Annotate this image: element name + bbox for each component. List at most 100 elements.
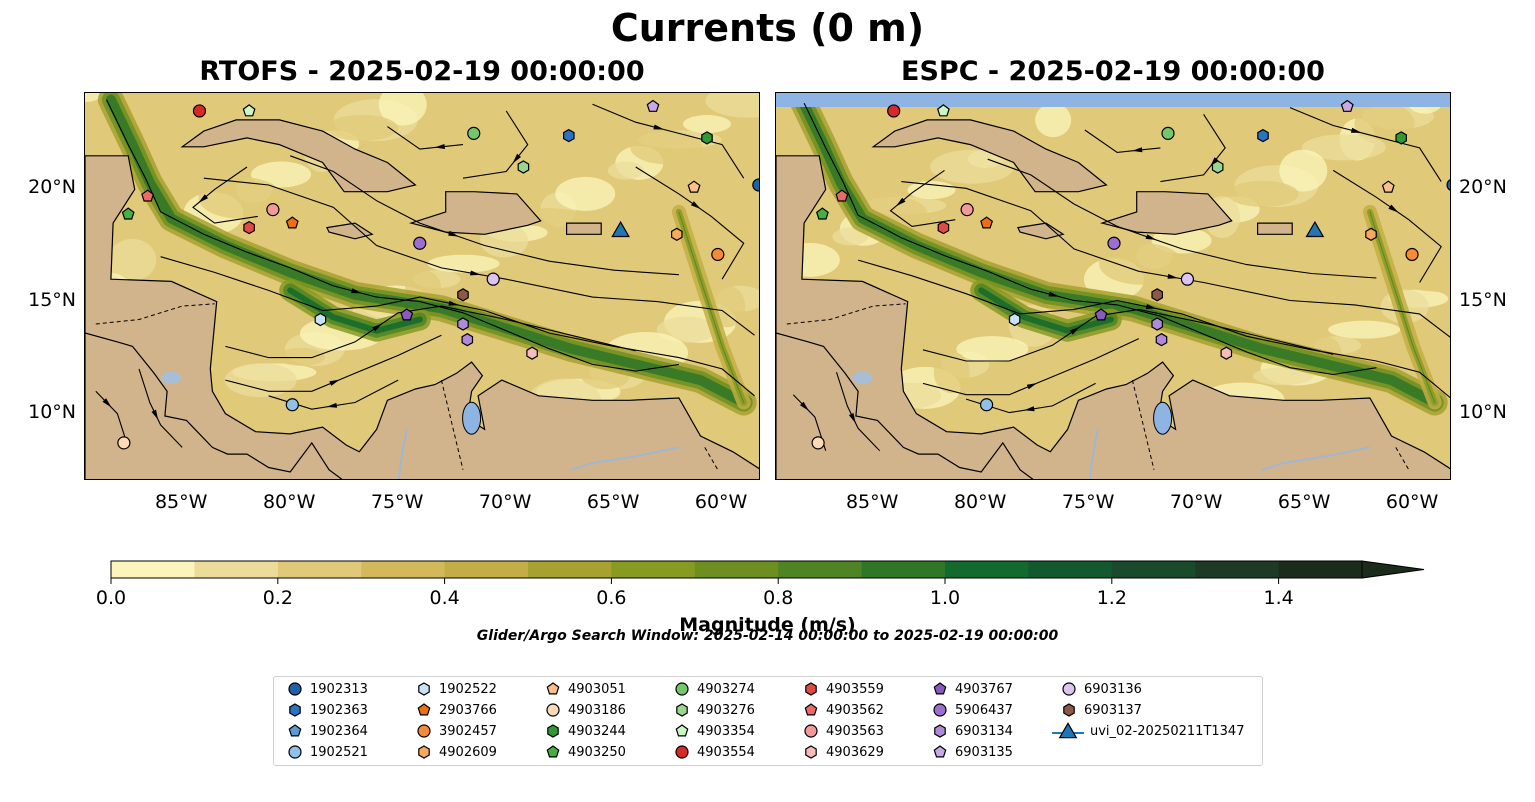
float-marker[interactable] xyxy=(517,160,530,174)
float-marker[interactable] xyxy=(711,247,725,262)
float-marker[interactable] xyxy=(1365,227,1377,241)
float-marker[interactable] xyxy=(1161,126,1175,140)
float-marker[interactable] xyxy=(670,227,683,241)
float-marker[interactable] xyxy=(285,398,299,412)
lon-tick-label: 65°W xyxy=(1277,491,1331,513)
float-marker[interactable] xyxy=(937,220,950,235)
float-marker[interactable] xyxy=(192,104,207,118)
legend-item: 4903051 xyxy=(544,679,626,699)
lon-tick-label: 65°W xyxy=(586,491,640,513)
map-canvas xyxy=(776,93,1451,479)
float-marker[interactable] xyxy=(1107,236,1121,250)
float-marker[interactable] xyxy=(1220,346,1233,360)
float-marker[interactable] xyxy=(314,312,327,327)
float-marker[interactable] xyxy=(1340,99,1354,112)
float-marker[interactable] xyxy=(1151,288,1163,302)
lon-tick-label: 75°W xyxy=(370,491,424,513)
float-marker[interactable] xyxy=(117,436,131,450)
float-marker[interactable] xyxy=(486,272,500,286)
lon-tick-label: 80°W xyxy=(953,491,1007,513)
pentagon-marker-icon xyxy=(933,682,947,695)
map-panel-rtofs[interactable] xyxy=(84,92,760,480)
float-marker[interactable] xyxy=(1446,179,1451,191)
lon-tick-label: 70°W xyxy=(1169,491,1223,513)
float-marker[interactable] xyxy=(266,203,280,217)
legend-item-label: 4903562 xyxy=(826,702,884,718)
float-marker[interactable] xyxy=(811,436,825,450)
float-marker[interactable] xyxy=(285,216,299,229)
lat-tick-label: 20°N xyxy=(28,176,76,199)
float-marker[interactable] xyxy=(646,99,660,112)
legend-item: 4903354 xyxy=(673,721,755,741)
float-marker[interactable] xyxy=(1094,308,1108,321)
float-marker[interactable] xyxy=(563,128,575,143)
float-marker[interactable] xyxy=(752,178,760,192)
glider-marker[interactable] xyxy=(611,220,630,238)
pentagon-marker-icon xyxy=(417,703,431,716)
colorbar-segment xyxy=(1111,561,1196,578)
hexagon-marker-icon xyxy=(418,745,430,759)
lat-tick-label: 10°N xyxy=(28,400,76,423)
float-marker[interactable] xyxy=(980,216,994,229)
float-marker[interactable] xyxy=(701,131,713,145)
float-marker[interactable] xyxy=(413,236,427,250)
circle-marker-icon xyxy=(288,682,302,696)
float-marker[interactable] xyxy=(121,207,135,220)
hexagon-marker-icon xyxy=(418,682,430,696)
circle-marker-icon xyxy=(675,745,689,759)
float-marker[interactable] xyxy=(243,220,255,235)
colorbar-tick-label: 0.2 xyxy=(262,587,293,609)
legend-item-label: 6903134 xyxy=(955,723,1013,739)
float-marker[interactable] xyxy=(1008,312,1021,327)
legend-item: 6903136 xyxy=(1060,679,1142,699)
float-marker[interactable] xyxy=(1155,333,1168,347)
float-marker[interactable] xyxy=(815,207,829,220)
glider-marker[interactable] xyxy=(1305,220,1325,238)
lon-tick-label: 85°W xyxy=(154,491,208,513)
float-marker[interactable] xyxy=(467,126,481,140)
float-marker[interactable] xyxy=(1211,160,1224,174)
float-marker[interactable] xyxy=(457,317,469,331)
colorbar-segment xyxy=(528,561,612,578)
legend-item: 4903629 xyxy=(802,742,884,762)
float-marker[interactable] xyxy=(242,104,256,117)
float-marker[interactable] xyxy=(835,189,849,202)
map-panel-espc[interactable] xyxy=(775,92,1451,480)
legend-item: 4903250 xyxy=(544,742,626,762)
float-marker[interactable] xyxy=(1405,247,1419,262)
colorbar-tick-label: 1.0 xyxy=(929,587,961,609)
triangle-marker-icon xyxy=(1052,722,1084,739)
float-marker[interactable] xyxy=(141,189,155,202)
legend-item: 4903186 xyxy=(544,700,626,720)
hexagon-marker-icon xyxy=(547,724,559,738)
colorbar-segment xyxy=(1028,561,1113,578)
float-marker[interactable] xyxy=(1151,317,1163,331)
float-marker[interactable] xyxy=(457,288,469,302)
legend-item: 4903276 xyxy=(673,700,755,720)
float-marker[interactable] xyxy=(1381,180,1395,193)
float-marker[interactable] xyxy=(687,180,701,193)
float-marker[interactable] xyxy=(1395,131,1408,145)
colorbar-segment xyxy=(694,561,779,578)
legend-item: 5906437 xyxy=(931,700,1013,720)
lon-tick-label: 60°W xyxy=(694,491,748,513)
panel-title-espc: ESPC - 2025-02-19 00:00:00 xyxy=(901,56,1325,87)
float-marker[interactable] xyxy=(1257,128,1269,143)
pentagon-marker-icon xyxy=(288,724,302,737)
float-marker[interactable] xyxy=(887,104,901,118)
float-marker[interactable] xyxy=(936,104,950,117)
colorbar-segment xyxy=(361,561,446,578)
legend-item: 4902609 xyxy=(415,742,497,762)
float-marker[interactable] xyxy=(1180,272,1195,286)
pentagon-marker-icon xyxy=(675,724,689,737)
legend-item-label: 1902313 xyxy=(310,681,368,697)
legend-item-label: uvi_02-20250211T1347 xyxy=(1090,723,1245,739)
legend-item: 2903766 xyxy=(415,700,497,720)
float-marker[interactable] xyxy=(526,346,538,360)
colorbar-extend-arrow xyxy=(1361,560,1425,579)
colorbar-segment xyxy=(778,561,863,578)
float-marker[interactable] xyxy=(960,203,974,217)
float-marker[interactable] xyxy=(461,333,474,347)
float-marker[interactable] xyxy=(400,308,414,321)
float-marker[interactable] xyxy=(979,398,994,412)
